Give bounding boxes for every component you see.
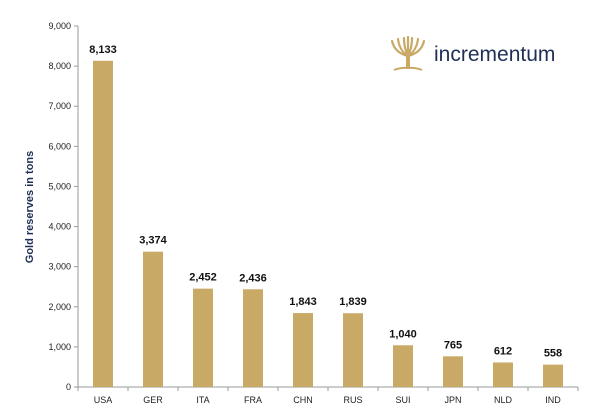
x-tick-label: SUI: [395, 395, 410, 405]
x-ticks: USA GER ITA FRA CHN RUS SUI JPN NLD IND: [77, 387, 579, 405]
data-label: 1,839: [339, 296, 367, 308]
y-tick-label: 8,000: [48, 61, 71, 71]
bar-ita: [193, 288, 213, 387]
data-label: 3,374: [139, 235, 167, 247]
y-axis-label: Gold reserves in tons: [24, 151, 36, 263]
y-tick-label: 5,000: [48, 181, 71, 191]
x-tick-label: ITA: [196, 395, 209, 405]
data-label: 1,843: [289, 296, 317, 308]
x-tick-label: IND: [545, 395, 561, 405]
bars: [93, 60, 563, 387]
y-tick-label: 3,000: [48, 262, 71, 272]
data-label: 1,040: [389, 328, 417, 340]
x-tick-label: GER: [143, 395, 163, 405]
y-ticks: 0 1,000 2,000 3,000 4,000 5,000 6,000 7,000 8,00…: [48, 21, 78, 392]
bar-nld: [493, 362, 513, 387]
y-tick-label: 1,000: [48, 342, 71, 352]
bar-sui: [393, 345, 413, 387]
bar-usa: [93, 60, 113, 387]
y-tick-label: 2,000: [48, 302, 71, 312]
tree-logo-icon: [390, 35, 426, 71]
data-label: 612: [494, 345, 512, 357]
data-label: 765: [444, 339, 462, 351]
bar-chn: [293, 313, 313, 387]
bar-fra: [243, 289, 263, 387]
bar-rus: [343, 313, 363, 387]
logo-text: incrementum: [434, 43, 555, 66]
data-label: 8,133: [89, 44, 117, 56]
x-tick-label: JPN: [444, 395, 461, 405]
x-tick-label: RUS: [343, 395, 362, 405]
y-tick-label: 0: [66, 382, 71, 392]
y-tick-label: 4,000: [48, 222, 71, 232]
x-tick-label: NLD: [494, 395, 513, 405]
incrementum-logo: incrementum: [390, 35, 555, 71]
x-tick-label: CHN: [293, 395, 313, 405]
y-tick-label: 6,000: [48, 141, 71, 151]
x-tick-label: FRA: [244, 395, 262, 405]
bar-ind: [543, 364, 563, 387]
y-tick-label: 9,000: [48, 21, 71, 31]
data-labels: 8,133 3,374 2,452 2,436 1,843 1,839 1,040 765 61…: [89, 44, 562, 360]
x-tick-label: USA: [94, 395, 113, 405]
y-tick-label: 7,000: [48, 101, 71, 111]
data-label: 558: [544, 348, 562, 360]
bar-jpn: [443, 356, 463, 387]
bar-ger: [143, 251, 163, 387]
data-label: 2,452: [189, 272, 217, 284]
data-label: 2,436: [239, 272, 267, 284]
